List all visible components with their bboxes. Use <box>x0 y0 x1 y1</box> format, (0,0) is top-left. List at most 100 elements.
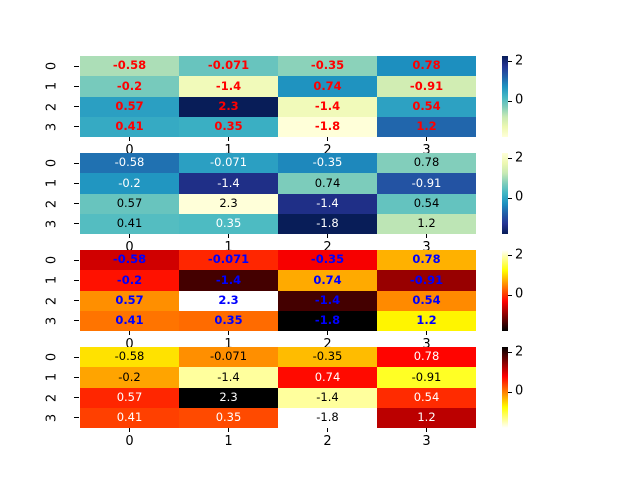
heatmap-hot: -0.58 -0.071 -0.35 0.78 -0.2 -1.4 0.74 -0.91 0.5… <box>80 250 476 331</box>
heatmap-cell: 0.74 <box>278 76 377 97</box>
x-tick-label: 0 <box>125 337 134 352</box>
x-tick-label: 0 <box>125 240 134 255</box>
x-tick-mark <box>327 331 328 335</box>
heatmap-cell: -1.4 <box>179 173 278 194</box>
x-tick-label: 1 <box>224 337 233 352</box>
heatmap-cell: -1.8 <box>278 310 377 331</box>
heatmap-cell: -0.071 <box>179 153 278 174</box>
heatmap-cell: -1.4 <box>278 387 377 408</box>
y-tick-mark <box>74 162 79 164</box>
cell-value: -1.8 <box>314 119 341 134</box>
y-tick-mark <box>74 376 79 378</box>
cell-value: 0.74 <box>314 175 341 190</box>
cell-value: 0.35 <box>215 216 242 231</box>
cell-value: -0.91 <box>411 175 442 190</box>
heatmap-cell: 0.54 <box>377 387 476 408</box>
cell-value: -0.91 <box>409 272 444 287</box>
y-tick-mark <box>74 279 79 281</box>
heatmap-cell: 0.41 <box>80 407 179 428</box>
x-tick-label: 0 <box>125 434 134 449</box>
cell-value: 2.3 <box>218 292 239 307</box>
colorbar-tick-mark <box>508 294 512 296</box>
cell-value: -1.4 <box>314 98 341 113</box>
y-tick-label: 3 <box>44 413 60 423</box>
cell-value: -0.2 <box>116 78 143 93</box>
heatmap-cell: 2.3 <box>179 193 278 214</box>
y-tick-mark <box>74 397 79 399</box>
x-tick-label: 3 <box>422 337 431 352</box>
cell-value: 0.54 <box>413 389 440 404</box>
colorbar-YlGnBu <box>502 56 508 137</box>
cell-value: -0.58 <box>114 349 145 364</box>
cell-value: 0.74 <box>314 369 341 384</box>
x-tick-label: 3 <box>422 240 431 255</box>
colorbar-hot <box>502 250 508 331</box>
heatmap-cell: 0.35 <box>179 116 278 137</box>
cell-value: 0.74 <box>313 78 342 93</box>
heatmap-cell: -0.071 <box>179 56 278 77</box>
heatmap-cell: 2.3 <box>179 290 278 311</box>
colorbar-tick-label: 2 <box>515 247 524 263</box>
x-tick-label: 1 <box>224 240 233 255</box>
heatmap-cell: -1.4 <box>179 270 278 291</box>
heatmap-cell: -0.58 <box>80 347 179 368</box>
cell-value: 0.57 <box>115 98 144 113</box>
cell-value: -1.4 <box>314 292 341 307</box>
cell-value: -1.4 <box>217 369 240 384</box>
cell-value: -1.4 <box>316 389 339 404</box>
x-tick-label: 2 <box>323 143 332 158</box>
heatmap-cell: -0.58 <box>80 56 179 77</box>
x-tick-mark <box>228 137 229 141</box>
x-tick-label: 1 <box>224 434 233 449</box>
cell-value: 0.54 <box>412 98 441 113</box>
heatmap-cell: -0.071 <box>179 250 278 271</box>
colorbar-tick-label: 0 <box>515 189 524 205</box>
heatmap-cell: -0.91 <box>377 173 476 194</box>
heatmap-cell: 0.54 <box>377 290 476 311</box>
heatmap-cell: -0.91 <box>377 367 476 388</box>
heatmap-cell: 0.74 <box>278 173 377 194</box>
heatmap-hot_r: -0.58 -0.071 -0.35 0.78 -0.2 -1.4 0.74 -0.91 0.5… <box>80 347 476 428</box>
cell-value: -0.58 <box>114 155 145 170</box>
cell-value: 1.2 <box>416 119 437 134</box>
colorbar-tick-mark <box>508 352 512 354</box>
y-tick-label: 2 <box>44 393 60 402</box>
cell-value: -0.58 <box>112 252 147 267</box>
x-tick-mark <box>228 234 229 238</box>
cell-value: -0.2 <box>118 175 141 190</box>
y-tick-mark <box>74 65 79 67</box>
y-tick-mark <box>74 223 79 225</box>
heatmap-YlGnBu_r: -0.58 -0.071 -0.35 0.78 -0.2 -1.4 0.74 -0.91 0.5… <box>80 153 476 234</box>
cell-value: -1.8 <box>316 410 339 425</box>
cell-value: 1.2 <box>416 313 437 328</box>
cell-value: 0.35 <box>215 410 242 425</box>
heatmap-YlGnBu: -0.58 -0.071 -0.35 0.78 -0.2 -1.4 0.74 -0.91 0.5… <box>80 56 476 137</box>
cell-value: 2.3 <box>218 98 239 113</box>
cell-value: -0.071 <box>209 155 248 170</box>
heatmap-cell: -0.91 <box>377 76 476 97</box>
heatmap-cell: 0.78 <box>377 56 476 77</box>
cell-value: 0.41 <box>116 410 143 425</box>
heatmap-cell: 0.74 <box>278 367 377 388</box>
cell-value: -0.071 <box>207 58 250 73</box>
heatmap-cell: 0.57 <box>80 387 179 408</box>
colorbar-YlGnBu_r <box>502 153 508 234</box>
cell-value: 0.74 <box>313 272 342 287</box>
heatmap-cell: -1.8 <box>278 116 377 137</box>
heatmap-cell: 0.35 <box>179 213 278 234</box>
x-tick-mark <box>426 137 427 141</box>
y-tick-mark <box>74 85 79 87</box>
y-tick-mark <box>74 259 79 261</box>
cell-value: -0.91 <box>409 78 444 93</box>
heatmap-cell: -1.8 <box>278 213 377 234</box>
cell-value: -0.2 <box>118 369 141 384</box>
y-tick-mark <box>74 126 79 128</box>
x-tick-mark <box>228 331 229 335</box>
x-tick-label: 0 <box>125 143 134 158</box>
cell-value: -0.35 <box>312 155 343 170</box>
cell-value: 0.78 <box>413 155 440 170</box>
cell-value: 2.3 <box>219 195 238 210</box>
cell-value: 0.78 <box>413 349 440 364</box>
